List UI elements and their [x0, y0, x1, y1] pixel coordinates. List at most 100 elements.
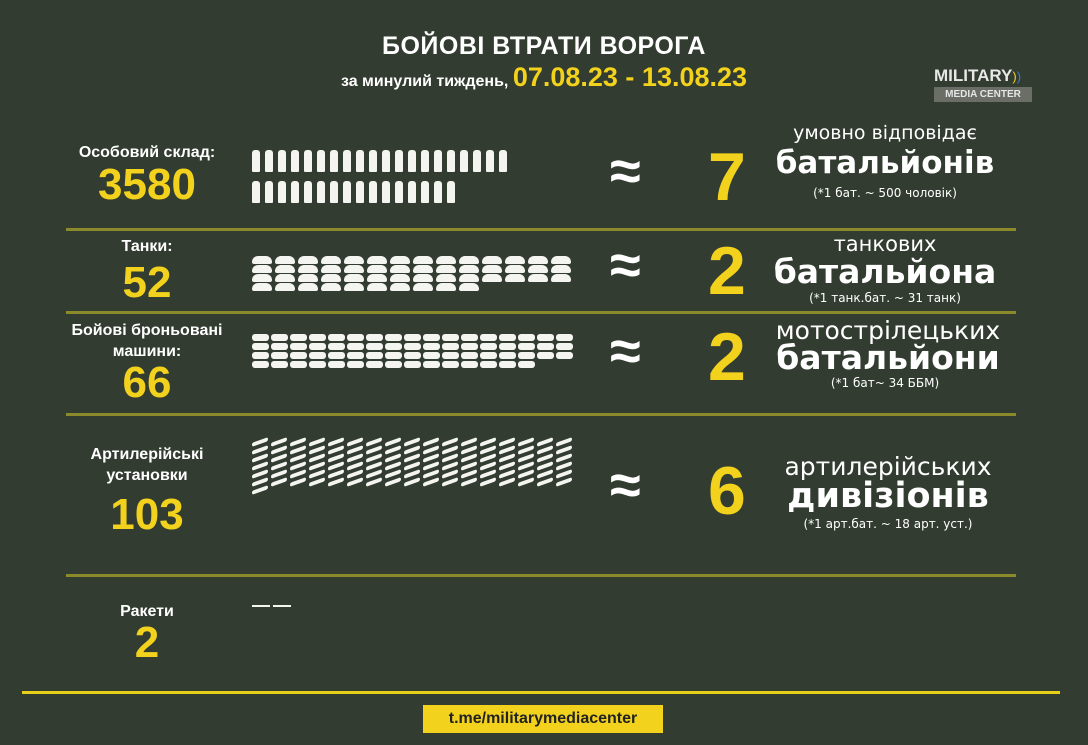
telegram-link[interactable]: t.me/militarymediacenter — [423, 705, 663, 733]
tank-icon — [551, 256, 571, 264]
divider — [66, 574, 1016, 577]
tank-icon — [321, 256, 341, 264]
logo-subtext: MEDIA CENTER — [934, 87, 1032, 102]
tank-icon — [367, 265, 387, 273]
tank-icon — [252, 274, 272, 282]
artillery-icon — [271, 477, 287, 487]
personnel-value: 3580 — [98, 160, 196, 209]
armored-vehicle-icon — [423, 361, 440, 368]
soldier-icon — [291, 150, 299, 172]
tank-icon — [321, 283, 341, 291]
equiv-note: (*1 арт.бат. ~ 18 арт. уст.) — [803, 517, 973, 531]
missiles-label: Ракети — [120, 603, 174, 620]
armored-vehicle-icon — [385, 361, 402, 368]
armored-vehicle-icon — [252, 334, 269, 341]
soldier-icon — [408, 150, 416, 172]
armored-vehicle-icon — [347, 334, 364, 341]
artillery-icon — [499, 477, 515, 487]
armored-vehicle-icon — [556, 343, 573, 350]
missile-icon — [273, 605, 291, 607]
artillery-icon — [537, 477, 553, 487]
equiv-unit: батальйонів — [775, 145, 995, 181]
armored-vehicle-icon — [366, 361, 383, 368]
armored-vehicle-icon — [290, 361, 307, 368]
soldier-icon — [382, 181, 390, 203]
armored-vehicle-icon — [499, 343, 516, 350]
soldier-icon — [265, 181, 273, 203]
armored-vehicle-icon — [385, 343, 402, 350]
afv-equiv: 2 — [708, 319, 746, 395]
tank-icon — [344, 283, 364, 291]
armored-vehicle-icon — [309, 334, 326, 341]
tank-icon — [505, 256, 525, 264]
armored-vehicle-icon — [271, 352, 288, 359]
equiv-note: (*1 бат~ 34 ББМ) — [830, 376, 940, 390]
equiv-pre: танкових — [833, 232, 937, 256]
period-label: за минулий тиждень, — [340, 73, 509, 90]
armored-vehicle-icon — [518, 361, 535, 368]
armored-vehicle-icon — [328, 343, 345, 350]
tanks-value: 52 — [122, 258, 172, 307]
soldier-icon — [421, 181, 429, 203]
tank-icon — [390, 265, 410, 273]
soldier-icon — [304, 181, 312, 203]
tank-icon — [390, 283, 410, 291]
artillery-icon — [423, 477, 439, 487]
soldier-icon — [395, 150, 403, 172]
footer-divider — [22, 691, 1060, 694]
subtitle: за минулий тиждень, 07.08.23 - 13.08.23 — [0, 62, 1088, 93]
armored-vehicle-icon — [309, 352, 326, 359]
page-title: БОЙОВІ ВТРАТИ ВОРОГА — [382, 32, 706, 60]
armored-vehicle-icon — [480, 352, 497, 359]
armored-vehicle-icon — [252, 343, 269, 350]
tank-icon — [436, 283, 456, 291]
armored-vehicle-icon — [366, 334, 383, 341]
artillery-value: 103 — [110, 490, 184, 539]
soldier-icon — [317, 150, 325, 172]
tank-icon — [275, 274, 295, 282]
tank-icon — [505, 274, 525, 282]
armored-vehicle-icon — [328, 352, 345, 359]
artillery-icon — [290, 477, 306, 487]
afv-value: 66 — [122, 358, 172, 407]
soldier-icon — [421, 150, 429, 172]
approx-sign: ≈ — [610, 139, 641, 202]
artillery-icon — [252, 485, 268, 495]
armored-vehicle-icon — [404, 343, 421, 350]
soldier-icon — [330, 150, 338, 172]
tank-icon — [528, 265, 548, 273]
armored-vehicle-icon — [537, 343, 554, 350]
tank-icon — [252, 256, 272, 264]
armored-vehicle-icon — [442, 334, 459, 341]
soldier-icon — [447, 181, 455, 203]
armored-vehicle-icon — [423, 343, 440, 350]
tank-icon — [436, 274, 456, 282]
tank-icon — [252, 283, 272, 291]
equiv-note: (*1 бат. ~ 500 чоловік) — [813, 186, 957, 200]
soldier-icon — [343, 150, 351, 172]
armored-vehicle-icon — [518, 334, 535, 341]
tank-icon — [528, 274, 548, 282]
armored-vehicle-icon — [556, 334, 573, 341]
soldier-icon — [304, 150, 312, 172]
artillery-icon — [328, 477, 344, 487]
artillery-icon — [556, 477, 572, 487]
tank-icon — [413, 256, 433, 264]
missile-icon — [252, 605, 270, 607]
tank-icon — [505, 265, 525, 273]
signal-icon: ) — [1012, 69, 1017, 84]
armored-vehicle-icon — [347, 343, 364, 350]
soldier-icon — [330, 181, 338, 203]
tank-icon — [413, 283, 433, 291]
equiv-unit: батальйони — [776, 338, 1000, 377]
armored-vehicle-icon — [499, 361, 516, 368]
artillery-icon — [385, 477, 401, 487]
armored-vehicle-icon — [252, 361, 269, 368]
soldier-icon — [265, 150, 273, 172]
tank-icon — [413, 274, 433, 282]
tank-icon — [482, 274, 502, 282]
tank-icon — [459, 265, 479, 273]
soldier-icon — [356, 181, 364, 203]
armored-vehicle-icon — [290, 343, 307, 350]
tank-icon — [275, 265, 295, 273]
